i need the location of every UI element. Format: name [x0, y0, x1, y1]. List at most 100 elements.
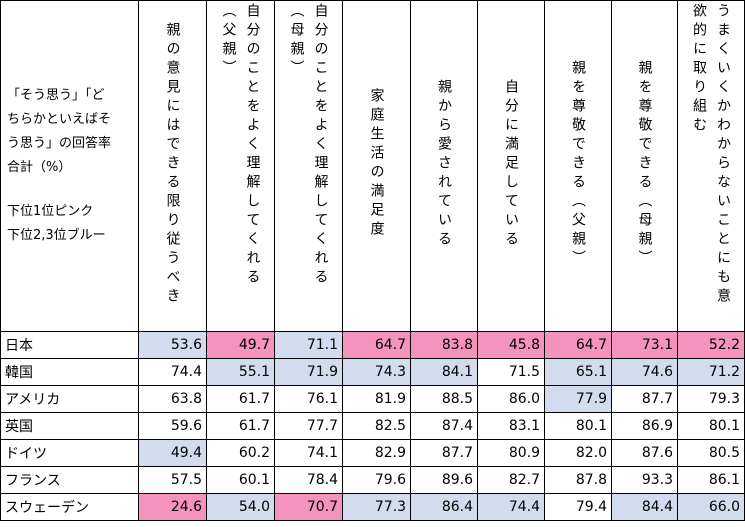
column-header-label: 親から愛されている: [436, 78, 452, 250]
value-cell: 71.2: [677, 358, 745, 386]
column-header-label: うまくいくかわからないことにも意欲的に取り組む: [691, 3, 731, 307]
value-cell: 83.8: [410, 331, 478, 359]
value-cell: 88.5: [410, 385, 478, 413]
column-header-respect-father: 親を尊敬できる（父親）: [544, 0, 612, 332]
value-cell: 55.1: [206, 358, 275, 386]
value-cell: 59.6: [138, 412, 207, 440]
value-cell: 60.2: [206, 439, 275, 467]
value-cell: 80.5: [677, 439, 745, 467]
value-cell: 77.9: [544, 385, 612, 413]
row-label-country: アメリカ: [0, 385, 139, 413]
legend-pink-note: 下位1位ピンク: [7, 204, 94, 219]
value-cell: 71.1: [274, 331, 343, 359]
row-label-country: 英国: [0, 412, 139, 440]
row-label-country: 韓国: [0, 358, 139, 386]
value-cell: 66.0: [677, 493, 745, 521]
value-cell: 24.6: [138, 493, 207, 521]
column-header-label: 親を尊敬できる（母親）: [636, 59, 653, 269]
value-cell: 81.9: [342, 385, 411, 413]
column-header-understood-mother: 自分のことをよく理解してくれる（母親）: [274, 0, 343, 332]
value-cell: 74.6: [611, 358, 678, 386]
value-cell: 79.3: [677, 385, 745, 413]
table-body: 日本 53.6 49.7 71.1 64.7 83.8 45.8 64.7 73.1 52.2 韓国…: [0, 331, 745, 521]
corner-line-4: 合計（%）: [7, 160, 72, 175]
value-cell: 86.0: [477, 385, 545, 413]
value-cell: 74.4: [138, 358, 207, 386]
table-row: 韓国 74.4 55.1 71.9 74.3 84.1 71.5 65.1 74.6 71.2: [0, 358, 745, 386]
value-cell: 76.1: [274, 385, 343, 413]
value-cell: 57.5: [138, 466, 207, 494]
column-header-motivated-uncertain: うまくいくかわからないことにも意欲的に取り組む: [677, 0, 745, 332]
value-cell: 61.7: [206, 385, 275, 413]
value-cell: 71.5: [477, 358, 545, 386]
row-label-country: フランス: [0, 466, 139, 494]
corner-line-2: ちらかといえばそ: [7, 112, 112, 127]
value-cell: 73.1: [611, 331, 678, 359]
value-cell: 84.1: [410, 358, 478, 386]
value-cell: 87.7: [611, 385, 678, 413]
table-row: スウェーデン 24.6 54.0 70.7 77.3 86.4 74.4 79.4 84.4 66…: [0, 493, 745, 521]
table-row: アメリカ 63.8 61.7 76.1 81.9 88.5 86.0 77.9 87.7 79.3: [0, 385, 745, 413]
value-cell: 70.7: [274, 493, 343, 521]
value-cell: 64.7: [342, 331, 411, 359]
value-cell: 82.7: [477, 466, 545, 494]
value-cell: 86.1: [677, 466, 745, 494]
corner-line-3: う思う」の回答率: [7, 136, 112, 151]
column-header-understood-father: 自分のことをよく理解してくれる（父親）: [206, 0, 275, 332]
value-cell: 82.0: [544, 439, 612, 467]
value-cell: 89.6: [410, 466, 478, 494]
value-cell: 86.4: [410, 493, 478, 521]
table-row: フランス 57.5 60.1 78.4 79.6 89.6 82.7 87.8 93.3 86.1: [0, 466, 745, 494]
value-cell: 80.1: [677, 412, 745, 440]
value-cell: 74.1: [274, 439, 343, 467]
legend-blue-note: 下位2,3位ブルー: [7, 228, 106, 243]
value-cell: 87.6: [611, 439, 678, 467]
table-row: 英国 59.6 61.7 77.7 82.5 87.4 83.1 80.1 86.9 80.1: [0, 412, 745, 440]
row-label-country: ドイツ: [0, 439, 139, 467]
column-header-label: 親の意見にはできる限り従うべき: [164, 21, 181, 307]
column-header-loved-by-parents: 親から愛されている: [410, 0, 478, 332]
value-cell: 93.3: [611, 466, 678, 494]
table-row: ドイツ 49.4 60.2 74.1 82.9 87.7 80.9 82.0 87.6 80.5: [0, 439, 745, 467]
value-cell: 80.9: [477, 439, 545, 467]
value-cell: 49.7: [206, 331, 275, 359]
row-label-country: 日本: [0, 331, 139, 359]
value-cell: 79.4: [544, 493, 612, 521]
row-label-country: スウェーデン: [0, 493, 139, 521]
value-cell: 53.6: [138, 331, 207, 359]
value-cell: 82.5: [342, 412, 411, 440]
value-cell: 74.4: [477, 493, 545, 521]
value-cell: 61.7: [206, 412, 275, 440]
corner-cell: 「そう思う」「ど ちらかといえばそ う思う」の回答率 合計（%） 下位1位ピンク…: [0, 0, 139, 332]
value-cell: 77.3: [342, 493, 411, 521]
column-header-label: 親を尊敬できる（父親）: [570, 59, 586, 269]
value-cell: 82.9: [342, 439, 411, 467]
header-row: 「そう思う」「ど ちらかといえばそ う思う」の回答率 合計（%） 下位1位ピンク…: [0, 0, 745, 332]
value-cell: 77.7: [274, 412, 343, 440]
value-cell: 87.4: [410, 412, 478, 440]
value-cell: 54.0: [206, 493, 275, 521]
value-cell: 79.6: [342, 466, 411, 494]
value-cell: 80.1: [544, 412, 612, 440]
value-cell: 60.1: [206, 466, 275, 494]
column-header-label: 家庭生活の満足度: [368, 88, 385, 240]
value-cell: 87.7: [410, 439, 478, 467]
value-cell: 71.9: [274, 358, 343, 386]
column-header-respect-mother: 親を尊敬できる（母親）: [611, 0, 678, 332]
column-header-obey-parents: 親の意見にはできる限り従うべき: [138, 0, 207, 332]
value-cell: 78.4: [274, 466, 343, 494]
table-row: 日本 53.6 49.7 71.1 64.7 83.8 45.8 64.7 73.1 52.2: [0, 331, 745, 359]
value-cell: 84.4: [611, 493, 678, 521]
column-header-self-satisfaction: 自分に満足している: [477, 0, 545, 332]
value-cell: 45.8: [477, 331, 545, 359]
column-header-label: 自分に満足している: [503, 78, 519, 250]
value-cell: 74.3: [342, 358, 411, 386]
value-cell: 63.8: [138, 385, 207, 413]
value-cell: 65.1: [544, 358, 612, 386]
value-cell: 64.7: [544, 331, 612, 359]
column-header-label: 自分のことをよく理解してくれる（父親）: [220, 3, 261, 288]
value-cell: 87.8: [544, 466, 612, 494]
value-cell: 49.4: [138, 439, 207, 467]
value-cell: 83.1: [477, 412, 545, 440]
